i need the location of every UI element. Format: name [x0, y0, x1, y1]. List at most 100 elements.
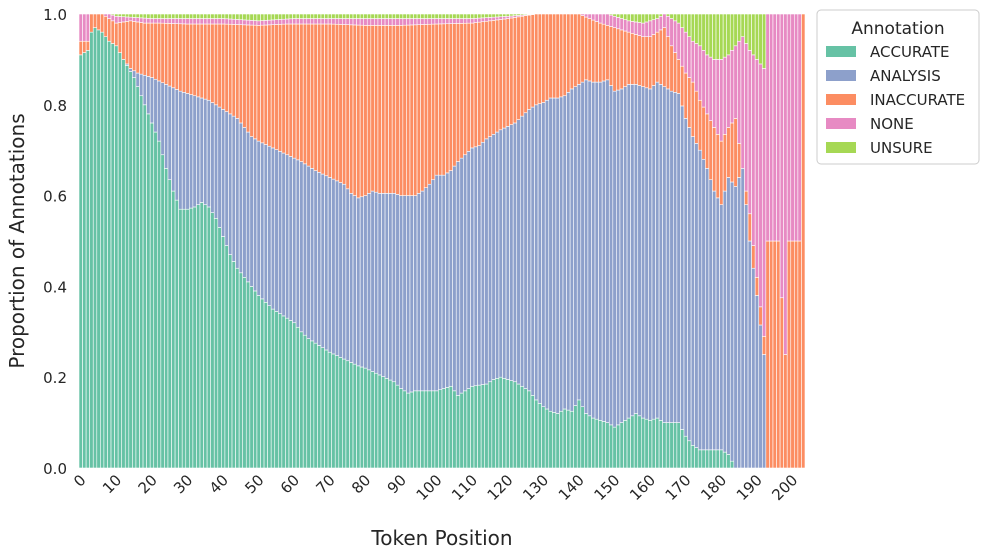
bar-accurate-23 — [160, 154, 165, 469]
bar-none-195 — [772, 13, 777, 242]
bar-inaccurate-154 — [626, 31, 631, 85]
bar-inaccurate-46 — [242, 24, 247, 128]
bar-analysis-66 — [313, 170, 318, 344]
bar-none-67 — [317, 18, 322, 25]
bar-analysis-192 — [761, 354, 767, 469]
bar-unsure-189 — [751, 13, 756, 56]
bar-accurate-29 — [181, 208, 187, 469]
bar-none-147 — [601, 13, 607, 25]
bar-none-94 — [413, 18, 418, 26]
bar-none-42 — [228, 18, 233, 25]
bar-analysis-52 — [263, 144, 268, 303]
legend-title: Annotation — [851, 19, 944, 39]
bar-accurate-92 — [406, 392, 411, 469]
bar-analysis-40 — [221, 109, 226, 237]
bar-accurate-144 — [591, 417, 596, 469]
bar-unsure-42 — [228, 13, 233, 20]
bar-none-144 — [591, 13, 596, 21]
bar-accurate-8 — [107, 40, 112, 469]
bar-accurate-72 — [334, 355, 340, 469]
bar-inaccurate-115 — [487, 20, 493, 137]
bar-none-186 — [740, 36, 745, 169]
bar-accurate-110 — [470, 385, 475, 469]
bar-inaccurate-20 — [149, 22, 155, 78]
bar-inaccurate-194 — [769, 240, 774, 469]
bar-accurate-1 — [82, 52, 87, 469]
bar-inaccurate-61 — [295, 23, 300, 161]
bar-none-189 — [751, 54, 756, 246]
bar-unsure-53 — [267, 13, 272, 21]
bar-inaccurate-48 — [249, 24, 254, 137]
bar-analysis-185 — [737, 177, 742, 469]
bar-none-30 — [185, 18, 190, 25]
bar-none-146 — [598, 13, 603, 24]
bar-analysis-30 — [185, 93, 190, 210]
bar-inaccurate-62 — [299, 23, 304, 162]
bar-inaccurate-86 — [384, 25, 389, 194]
bar-none-120 — [505, 15, 510, 19]
bar-analysis-116 — [491, 134, 496, 380]
bar-inaccurate-76 — [349, 24, 354, 194]
bar-accurate-115 — [487, 381, 493, 469]
bar-inaccurate-165 — [665, 36, 671, 90]
bar-inaccurate-161 — [651, 34, 656, 86]
bar-analysis-159 — [644, 87, 649, 420]
bar-inaccurate-73 — [338, 24, 343, 183]
bar-unsure-22 — [156, 13, 162, 19]
bar-unsure-75 — [345, 13, 350, 19]
x-tick-label: 90 — [384, 471, 410, 497]
bar-analysis-41 — [224, 111, 229, 246]
bar-accurate-81 — [366, 369, 372, 469]
bar-inaccurate-147 — [601, 23, 607, 82]
bar-accurate-117 — [495, 378, 500, 469]
bar-analysis-45 — [238, 122, 244, 274]
bar-analysis-149 — [608, 85, 614, 426]
bar-analysis-148 — [605, 79, 610, 423]
bar-inaccurate-17 — [139, 22, 144, 75]
bar-none-93 — [409, 18, 414, 26]
y-tick-label: 1.0 — [43, 6, 67, 24]
bar-unsure-52 — [263, 13, 268, 21]
bar-accurate-130 — [541, 406, 546, 469]
bar-accurate-163 — [658, 420, 663, 469]
bar-analysis-36 — [206, 99, 211, 208]
bar-unsure-14 — [128, 13, 133, 18]
bar-unsure-176 — [705, 13, 710, 56]
bar-accurate-180 — [719, 449, 724, 469]
bar-unsure-40 — [221, 13, 226, 19]
bar-none-172 — [690, 40, 695, 83]
bar-none-8 — [107, 13, 112, 19]
bar-none-107 — [459, 18, 464, 24]
bar-inaccurate-106 — [455, 23, 461, 162]
legend: Annotation ACCURATE ANALYSIS INACCURATE NONE… — [816, 9, 980, 165]
y-tick-label: 0.2 — [43, 369, 67, 387]
bar-unsure-156 — [633, 13, 639, 23]
bar-accurate-150 — [612, 426, 617, 469]
bar-inaccurate-34 — [199, 23, 204, 99]
bar-accurate-36 — [206, 206, 211, 469]
bar-analysis-176 — [705, 168, 710, 451]
bar-inaccurate-43 — [231, 24, 236, 117]
bar-accurate-97 — [423, 390, 429, 469]
bar-inaccurate-25 — [167, 23, 172, 87]
bar-inaccurate-99 — [431, 23, 436, 181]
bar-accurate-182 — [726, 454, 731, 469]
bar-inaccurate-26 — [171, 23, 176, 89]
bar-analysis-27 — [174, 89, 179, 201]
bar-unsure-63 — [302, 13, 308, 19]
bar-unsure-91 — [402, 13, 407, 19]
bar-accurate-168 — [676, 422, 681, 469]
bar-unsure-71 — [331, 13, 336, 19]
bar-accurate-69 — [324, 349, 329, 469]
bar-inaccurate-125 — [523, 15, 528, 114]
bar-unsure-108 — [463, 13, 468, 19]
bar-none-43 — [231, 18, 236, 25]
bar-accurate-79 — [359, 366, 365, 469]
bar-none-27 — [174, 18, 179, 24]
bar-analysis-100 — [434, 174, 439, 392]
bar-inaccurate-175 — [701, 106, 706, 160]
bar-analysis-83 — [374, 191, 379, 374]
bar-inaccurate-185 — [737, 143, 742, 178]
bar-analysis-177 — [708, 179, 713, 451]
